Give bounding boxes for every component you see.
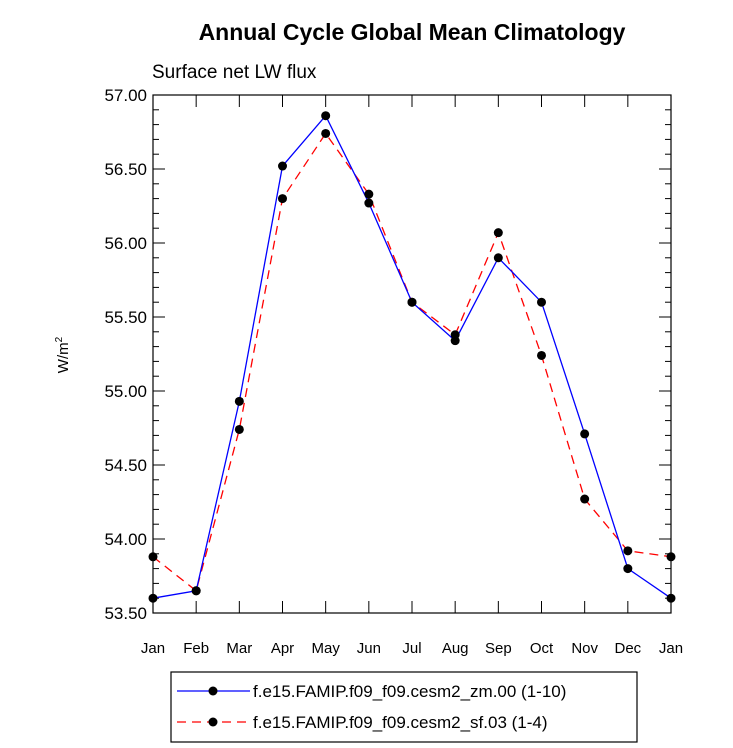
data-point xyxy=(278,194,287,204)
x-tick-label: Dec xyxy=(614,640,641,657)
data-point xyxy=(623,564,633,574)
x-tick-label: Sep xyxy=(485,640,512,657)
chart-subtitle: Surface net LW flux xyxy=(152,62,317,83)
x-tick-label: Jul xyxy=(402,640,421,657)
legend-marker xyxy=(208,717,218,727)
data-point xyxy=(493,253,503,263)
x-tick-label: Jan xyxy=(659,640,683,657)
data-point xyxy=(580,429,590,439)
y-axis-label-exponent: 2 xyxy=(54,336,65,342)
legend-label: f.e15.FAMIP.f09_f09.cesm2_sf.03 (1-4) xyxy=(253,713,548,732)
x-tick-label: Jun xyxy=(357,640,381,657)
x-tick-label: Apr xyxy=(271,640,294,657)
data-point xyxy=(623,546,633,556)
chart-title: Annual Cycle Global Mean Climatology xyxy=(199,19,626,45)
axis-ticks: 53.50 54.00 54.50 55.00 55.50 56.00 56.50 57.00… xyxy=(104,86,683,657)
x-tick-label: Aug xyxy=(442,640,469,657)
legend: f.e15.FAMIP.f09_f09.cesm2_zm.00 (1-10) f.… xyxy=(170,671,638,743)
x-tick-label: Feb xyxy=(183,640,209,657)
legend-box xyxy=(170,671,638,743)
y-axis-label-unit: W/m xyxy=(55,342,72,373)
y-tick-label: 54.00 xyxy=(104,530,147,549)
series-line xyxy=(152,132,672,592)
plot-area xyxy=(148,111,676,603)
data-point xyxy=(537,297,546,307)
data-point xyxy=(450,330,460,340)
data-point xyxy=(191,586,201,596)
series-line xyxy=(152,114,672,599)
y-axis-label: W/m2 xyxy=(54,336,72,373)
data-point xyxy=(234,396,244,406)
data-point xyxy=(580,494,590,504)
data-point xyxy=(364,198,374,208)
x-tick-label: Oct xyxy=(530,640,554,657)
y-tick-label: 57.00 xyxy=(104,86,147,105)
data-point xyxy=(321,111,331,121)
x-tick-label: May xyxy=(311,640,340,657)
data-point xyxy=(537,350,546,360)
x-tick-label: Jan xyxy=(141,640,165,657)
x-tick-label: Mar xyxy=(226,640,252,657)
x-tick-label: Nov xyxy=(571,640,598,657)
y-tick-label: 54.50 xyxy=(104,456,147,475)
legend-marker xyxy=(208,686,218,696)
legend-label: f.e15.FAMIP.f09_f09.cesm2_zm.00 (1-10) xyxy=(253,682,566,701)
plot-frame xyxy=(152,94,672,614)
data-point xyxy=(234,424,244,434)
data-point xyxy=(278,161,287,171)
y-tick-label: 55.50 xyxy=(104,308,147,327)
data-point xyxy=(321,128,331,138)
y-tick-label: 53.50 xyxy=(104,604,147,623)
y-tick-label: 56.00 xyxy=(104,234,147,253)
y-tick-label: 55.00 xyxy=(104,382,147,401)
y-tick-label: 56.50 xyxy=(104,160,147,179)
data-point xyxy=(364,189,374,199)
data-point xyxy=(493,228,503,238)
svg-text:W/m2: W/m2 xyxy=(54,336,72,373)
data-point xyxy=(407,297,417,307)
